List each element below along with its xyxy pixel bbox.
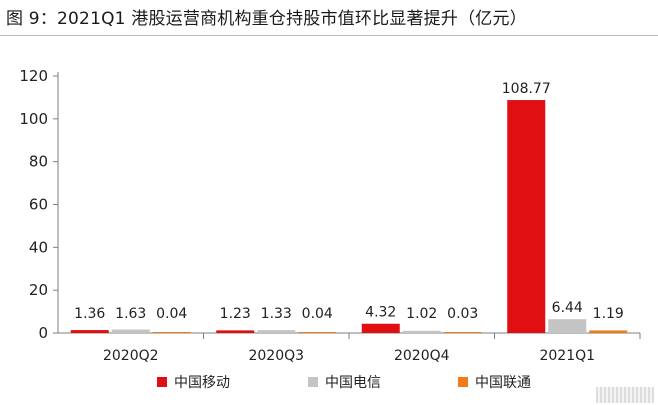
legend-label: 中国移动 bbox=[174, 375, 230, 391]
legend-item: 中国联通 bbox=[458, 372, 531, 392]
y-tick-label: 80 bbox=[29, 153, 48, 171]
x-category-label: 2020Q3 bbox=[248, 348, 304, 364]
bar-chart: 0 20 40 60 80 100 120 1.36 1.63 0.04 2020Q2 1.23 1.3… bbox=[19, 67, 641, 364]
data-label: 1.23 bbox=[220, 306, 251, 322]
data-label: 0.04 bbox=[156, 306, 187, 322]
data-label: 108.77 bbox=[502, 81, 551, 97]
legend-swatch bbox=[157, 377, 167, 387]
bar-中国移动-2020Q3 bbox=[216, 330, 255, 333]
data-label: 0.04 bbox=[302, 306, 333, 322]
watermark-logo bbox=[596, 387, 654, 403]
y-tick-label: 40 bbox=[29, 238, 48, 256]
bar-中国联通-2021Q1 bbox=[589, 330, 628, 333]
figure-title: 图 9：2021Q1 港股运营商机构重仓持股市值环比显著提升（亿元） bbox=[6, 9, 527, 29]
data-label: 1.36 bbox=[74, 306, 105, 322]
data-label: 4.32 bbox=[365, 305, 396, 321]
title-divider bbox=[0, 35, 658, 36]
bar-中国电信-2020Q4 bbox=[402, 330, 441, 333]
legend-item: 中国移动 bbox=[157, 372, 230, 392]
legend-label: 中国联通 bbox=[475, 375, 531, 391]
data-label: 1.02 bbox=[406, 306, 437, 322]
legend-swatch bbox=[458, 377, 468, 387]
bar-中国移动-2021Q1 bbox=[507, 100, 546, 333]
legend-swatch bbox=[308, 377, 318, 387]
bar-中国联通-2020Q2 bbox=[152, 332, 191, 333]
bar-中国联通-2020Q3 bbox=[298, 332, 337, 333]
x-category-label: 2020Q2 bbox=[103, 348, 159, 364]
legend-item: 中国电信 bbox=[308, 372, 381, 392]
bar-中国移动-2020Q2 bbox=[70, 330, 109, 333]
y-tick-label: 60 bbox=[29, 196, 48, 214]
chart-legend: 中国移动 中国电信 中国联通 bbox=[0, 372, 658, 396]
y-tick-label: 100 bbox=[19, 110, 48, 128]
x-category-label: 2020Q4 bbox=[394, 348, 450, 364]
data-label: 6.44 bbox=[552, 300, 583, 316]
bar-中国联通-2020Q4 bbox=[443, 332, 482, 333]
y-tick-label: 120 bbox=[19, 67, 48, 85]
bar-中国电信-2020Q2 bbox=[111, 329, 150, 333]
y-tick-label: 20 bbox=[29, 281, 48, 299]
data-label: 1.19 bbox=[593, 306, 624, 322]
data-label: 1.63 bbox=[115, 306, 146, 322]
data-label: 0.03 bbox=[447, 306, 478, 322]
bar-中国电信-2021Q1 bbox=[548, 319, 587, 333]
bar-中国移动-2020Q4 bbox=[361, 323, 400, 333]
bar-中国电信-2020Q3 bbox=[257, 330, 296, 333]
legend-label: 中国电信 bbox=[325, 375, 381, 391]
data-label: 1.33 bbox=[261, 306, 292, 322]
y-tick-label: 0 bbox=[38, 324, 48, 342]
x-category-label: 2021Q1 bbox=[539, 348, 595, 364]
